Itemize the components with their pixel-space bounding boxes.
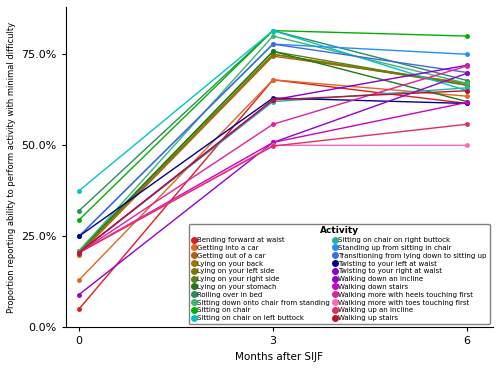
Legend: Bending forward at waist, Getting into a car, Getting out of a car, Lying on you: Bending forward at waist, Getting into a… bbox=[189, 224, 490, 324]
X-axis label: Months after SIJF: Months after SIJF bbox=[236, 352, 324, 362]
Y-axis label: Proportion reporting ability to perform activity with minimal difficulty: Proportion reporting ability to perform … bbox=[7, 22, 16, 313]
